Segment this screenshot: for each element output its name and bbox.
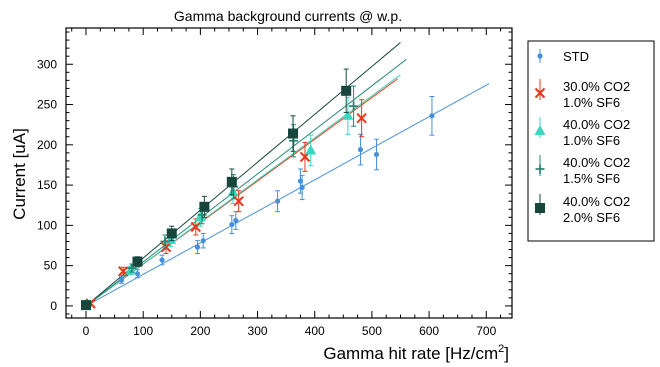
- data-point-series-4: [288, 128, 299, 139]
- data-point-series-4: [199, 201, 210, 212]
- data-point-series-0: [357, 147, 364, 153]
- data-point-series-0: [134, 271, 141, 277]
- legend-marker-series-4: [535, 203, 545, 213]
- legend-label: 40.0% CO2: [563, 194, 630, 209]
- data-point-series-0: [274, 198, 281, 204]
- legend-label: 1.0% SF6: [563, 133, 620, 148]
- chart-title: Gamma background currents @ w.p.: [174, 8, 402, 24]
- data-point-series-1: [356, 113, 367, 124]
- x-tick-label: 600: [419, 324, 439, 338]
- x-tick-label: 300: [248, 324, 268, 338]
- y-tick-label: 50: [44, 259, 58, 273]
- legend-label: 2.0% SF6: [563, 210, 620, 225]
- data-point-series-2: [305, 144, 317, 155]
- data-point-series-2: [194, 211, 206, 222]
- data-point-series-0: [299, 184, 305, 191]
- legend-label: 1.5% SF6: [563, 171, 620, 186]
- fit-lines: [85, 42, 490, 307]
- data-point-series-0: [229, 221, 235, 228]
- y-tick-label: 200: [37, 138, 57, 152]
- legend-marker-series-0: [537, 53, 543, 59]
- y-tick-label: 0: [50, 299, 57, 313]
- data-point-series-0: [118, 277, 125, 283]
- data-point-series-0: [233, 217, 239, 224]
- x-axis: 0 100 200 300 400 500 600 700: [71, 28, 502, 338]
- y-tick-label: 250: [37, 98, 57, 112]
- y-tick-label: 150: [37, 178, 57, 192]
- x-axis-label-end: ]: [504, 344, 509, 363]
- data-point-series-3: [349, 101, 359, 111]
- data-point-series-0: [200, 238, 206, 244]
- data-point-series-1: [160, 241, 172, 253]
- data-point-series-4: [341, 85, 352, 96]
- data-point-series-0: [159, 257, 165, 263]
- data-point-series-3: [127, 263, 137, 273]
- plot-frame: [65, 27, 513, 319]
- data-point-series-3: [197, 210, 207, 220]
- fit-line-series-0: [85, 83, 490, 307]
- x-tick-label: 100: [133, 324, 153, 338]
- legend-label: 30.0% CO2: [563, 79, 630, 94]
- data-point-series-3: [160, 236, 170, 246]
- legend-box: [527, 40, 655, 242]
- x-axis-label: Gamma hit rate [Hz/cm2]: [323, 343, 509, 363]
- legend-label: STD: [563, 49, 589, 64]
- y-axis-label: Current [uA]: [10, 128, 29, 220]
- legend-label: 40.0% CO2: [563, 117, 630, 132]
- data-points: [81, 68, 435, 311]
- x-axis-label-main: Gamma hit rate [Hz/cm: [323, 344, 498, 363]
- data-point-series-1: [190, 221, 202, 233]
- legend-label: 40.0% CO2: [563, 155, 630, 170]
- y-axis: 0 50 100 150 200 250 300: [37, 31, 512, 315]
- x-tick-label: 700: [476, 324, 496, 338]
- legend-marker-series-1: [534, 87, 546, 99]
- data-point-series-2: [227, 186, 239, 197]
- data-point-series-4: [81, 300, 92, 311]
- data-point-series-0: [429, 113, 435, 119]
- x-tick-label: 200: [190, 324, 210, 338]
- data-point-series-0: [373, 151, 380, 158]
- y-tick-label: 300: [37, 57, 57, 71]
- data-point-series-1: [233, 195, 244, 207]
- data-point-series-4: [132, 256, 143, 267]
- legend-marker-series-2: [534, 125, 546, 135]
- data-point-series-4: [226, 176, 237, 187]
- data-point-series-2: [342, 109, 354, 120]
- legend-label: 1.0% SF6: [563, 95, 620, 110]
- x-tick-label: 400: [305, 324, 325, 338]
- x-tick-label: 500: [362, 324, 382, 338]
- data-point-series-4: [166, 228, 177, 239]
- data-point-series-0: [194, 244, 201, 250]
- x-axis-label-superscript: 2: [498, 343, 504, 355]
- x-tick-label: 0: [83, 324, 90, 338]
- y-tick-label: 100: [37, 218, 57, 232]
- legend-marker-series-3: [535, 164, 545, 174]
